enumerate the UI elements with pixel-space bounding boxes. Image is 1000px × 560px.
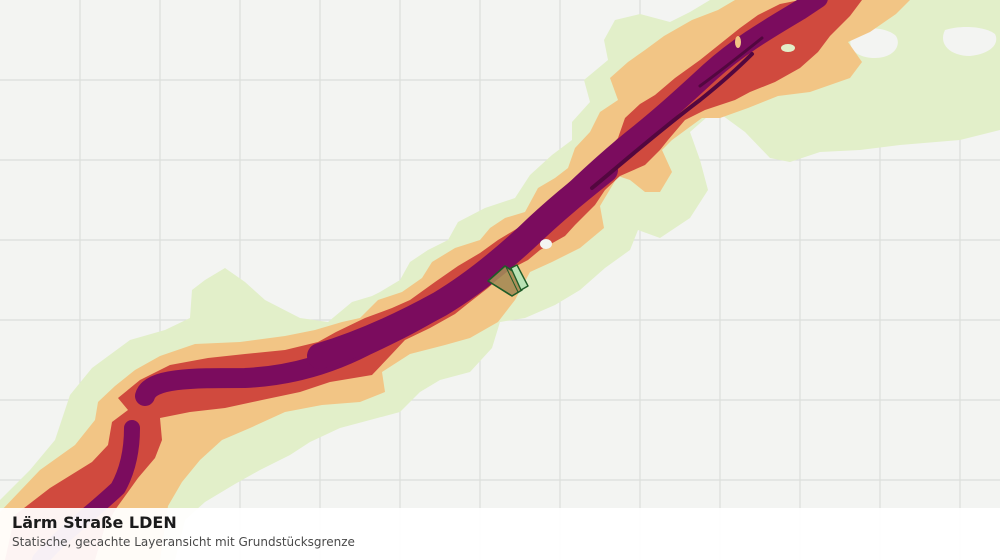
parcel-divider: [505, 266, 519, 293]
layer-subtitle: Statische, gecachte Layeransicht mit Gru…: [12, 535, 355, 549]
noise-gap-island: [781, 44, 795, 52]
layer-title: Lärm Straße LDEN: [12, 513, 177, 532]
parcel-boundary[interactable]: [487, 264, 529, 297]
noise-band-highest: [590, 36, 764, 190]
parcel-strip[interactable]: [510, 264, 529, 291]
noise-gap-island-2: [735, 36, 741, 48]
noise-band-gaps: [850, 26, 997, 58]
layer-caption: Lärm Straße LDEN Statische, gecachte Lay…: [0, 508, 1000, 560]
noise-gap-island-3: [540, 239, 552, 249]
